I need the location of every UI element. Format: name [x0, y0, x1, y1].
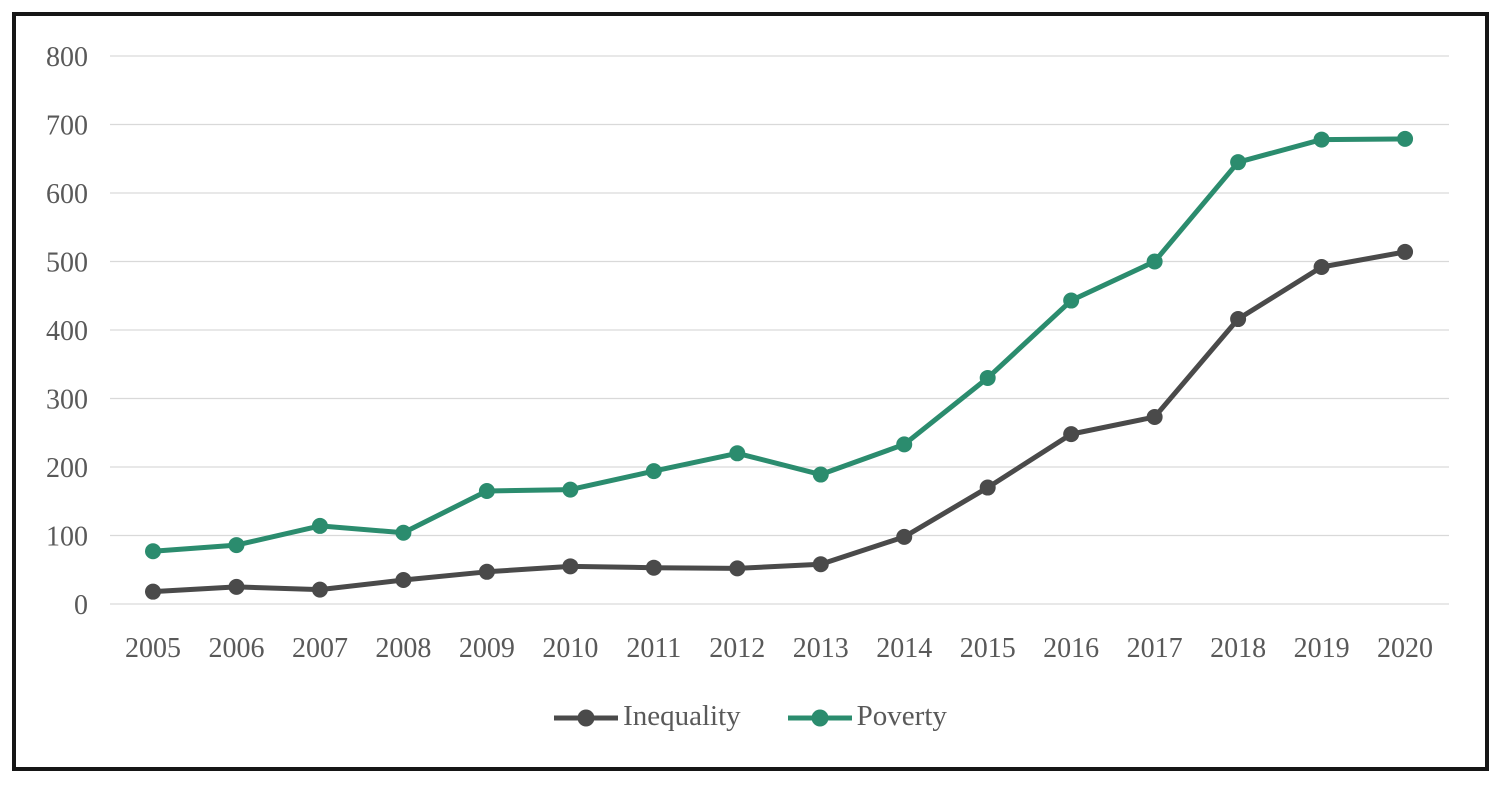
y-tick-label: 700 [46, 111, 88, 142]
data-point-poverty [145, 543, 161, 560]
data-point-inequality [896, 528, 913, 545]
x-tick-label: 2020 [1377, 633, 1433, 664]
data-point-poverty [1397, 130, 1414, 147]
data-point-poverty [228, 537, 245, 554]
y-tick-label: 600 [46, 179, 88, 210]
data-point-inequality [478, 563, 495, 580]
x-tick-label: 2011 [626, 633, 681, 664]
data-point-inequality [1230, 311, 1247, 328]
data-point-inequality [1397, 243, 1414, 260]
x-tick-label: 2006 [208, 633, 264, 664]
data-point-inequality [228, 578, 245, 595]
legend-item-poverty: Poverty [787, 699, 947, 735]
figure-border [12, 12, 1489, 771]
data-point-poverty [478, 482, 495, 499]
data-point-poverty [812, 466, 829, 483]
data-point-inequality [729, 560, 746, 577]
series-line-poverty [152, 136, 1406, 554]
y-tick-label: 0 [74, 590, 88, 621]
data-point-inequality [812, 556, 829, 573]
data-point-inequality [1313, 258, 1330, 275]
y-tick-label: 200 [46, 453, 88, 484]
x-tick-label: 2007 [292, 633, 348, 664]
x-tick-label: 2019 [1294, 633, 1350, 664]
data-point-inequality [1063, 426, 1080, 443]
y-tick-label: 500 [46, 248, 88, 279]
legend-item-inequality: Inequality [553, 699, 741, 735]
x-tick-label: 2018 [1210, 633, 1266, 664]
data-point-inequality [311, 581, 328, 598]
data-point-poverty [896, 436, 913, 453]
data-point-inequality [979, 479, 996, 496]
data-point-poverty [1313, 131, 1330, 148]
data-point-poverty [562, 481, 579, 498]
x-tick-label: 2014 [876, 633, 932, 664]
data-point-poverty [1230, 154, 1247, 171]
x-tick-label: 2016 [1043, 633, 1099, 664]
data-point-poverty [395, 524, 412, 541]
legend-label-inequality: Inequality [623, 699, 741, 732]
poverty-legend-marker [787, 709, 852, 727]
data-point-poverty [979, 369, 996, 386]
x-tick-label: 2008 [375, 633, 431, 664]
data-point-inequality [645, 559, 662, 576]
legend-label-poverty: Poverty [856, 699, 947, 732]
legend: Inequality Poverty [0, 698, 1500, 738]
y-tick-label: 300 [46, 385, 88, 416]
x-tick-label: 2013 [793, 633, 849, 664]
data-point-inequality [395, 572, 412, 589]
x-tick-label: 2010 [542, 633, 598, 664]
x-tick-label: 2012 [709, 633, 765, 664]
data-point-poverty [729, 445, 746, 462]
data-point-inequality [562, 558, 579, 575]
x-tick-label: 2009 [459, 633, 515, 664]
x-tick-label: 2005 [125, 633, 181, 664]
series-line-inequality [152, 249, 1406, 595]
data-point-inequality [1146, 408, 1163, 425]
y-tick-label: 400 [46, 316, 88, 347]
y-tick-label: 800 [46, 42, 88, 73]
data-point-poverty [1146, 253, 1163, 270]
data-point-poverty [1063, 292, 1080, 309]
x-tick-label: 2015 [960, 633, 1016, 664]
data-point-inequality [145, 583, 161, 600]
inequality-legend-marker [554, 709, 619, 727]
x-tick-label: 2017 [1127, 633, 1183, 664]
data-point-poverty [645, 463, 662, 480]
data-point-poverty [311, 517, 328, 534]
y-tick-label: 100 [46, 522, 88, 553]
